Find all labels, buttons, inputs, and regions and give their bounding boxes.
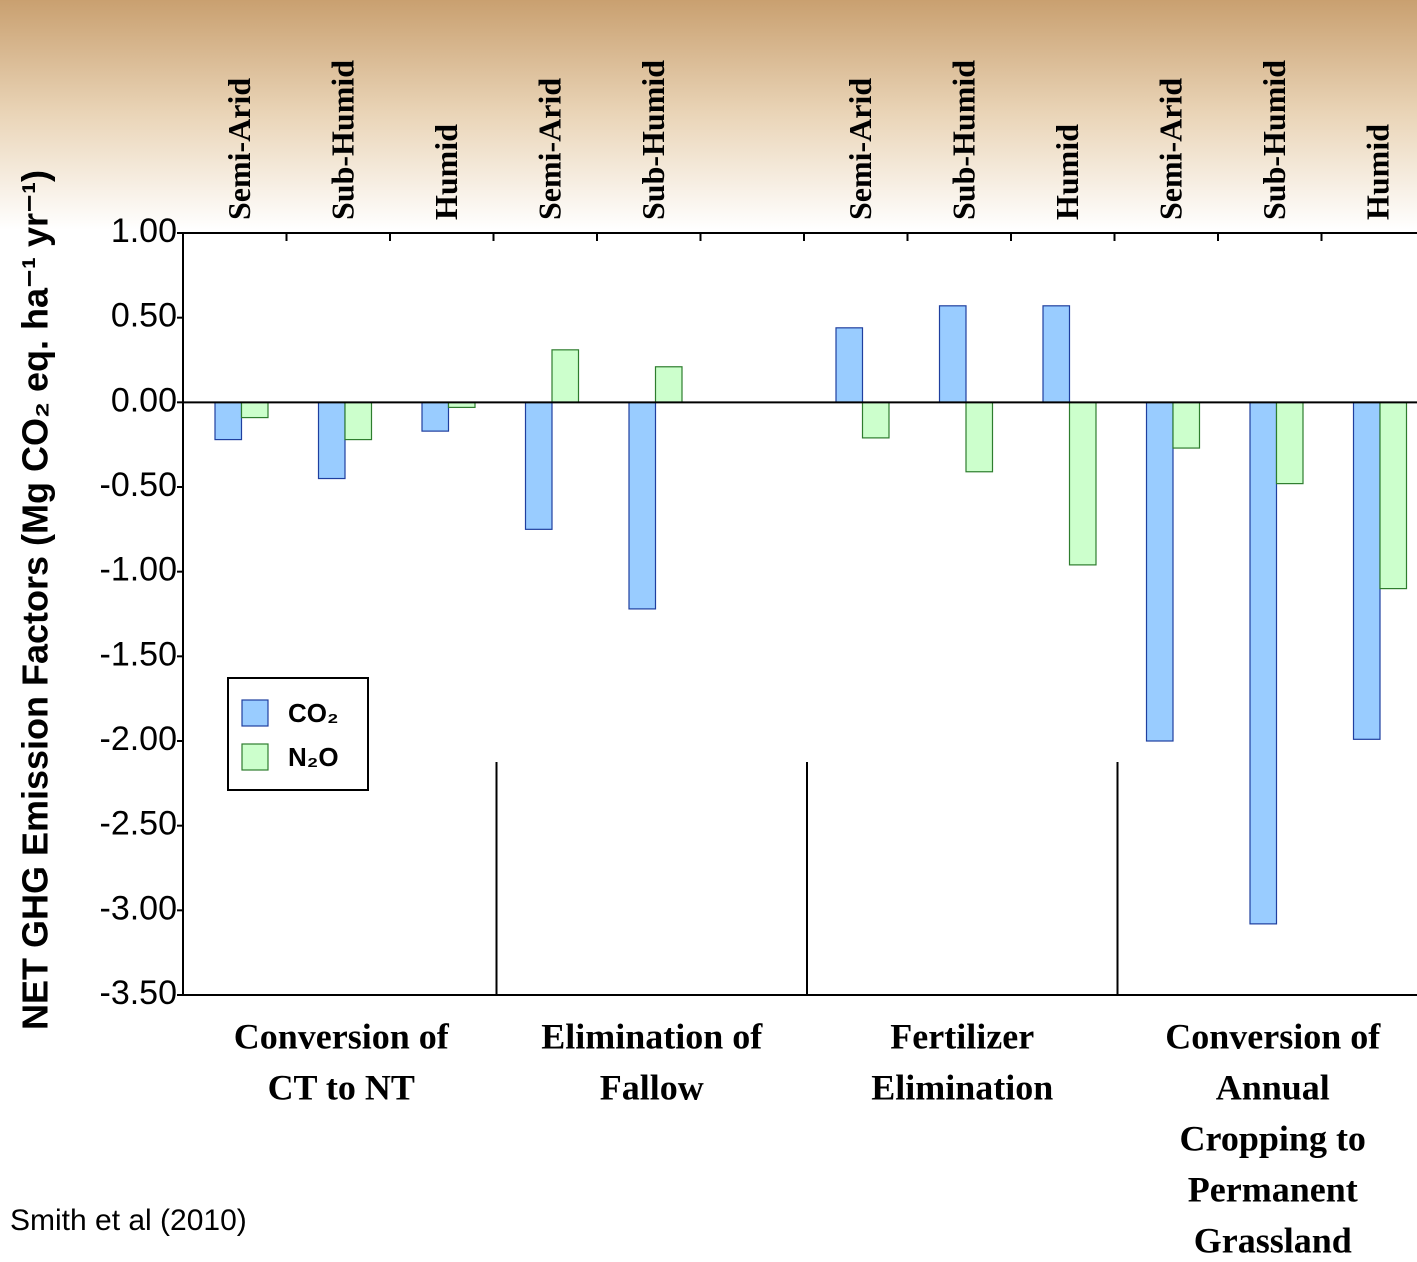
bar bbox=[1275, 401, 1304, 485]
bar bbox=[240, 401, 269, 419]
group-label: Elimination bbox=[871, 1067, 1053, 1107]
y-tick-label: -2.50 bbox=[100, 805, 178, 843]
bar bbox=[344, 401, 373, 441]
legend-label: CO₂ bbox=[288, 698, 339, 728]
bar bbox=[835, 327, 864, 403]
y-tick-label: 0.00 bbox=[111, 381, 177, 419]
y-tick-label: -2.00 bbox=[100, 720, 178, 758]
legend-label: N₂O bbox=[288, 742, 339, 772]
group-label: Grassland bbox=[1194, 1220, 1352, 1260]
y-tick-label: -3.50 bbox=[100, 974, 178, 1012]
bar bbox=[551, 349, 580, 403]
bar bbox=[1249, 401, 1278, 925]
category-label: Sub-Humid bbox=[325, 60, 361, 220]
bar bbox=[1042, 305, 1071, 403]
group-label: Fallow bbox=[600, 1067, 704, 1107]
bar bbox=[628, 401, 657, 610]
source: Smith et al (2010) bbox=[10, 1204, 247, 1237]
category-label: Humid bbox=[1360, 124, 1396, 220]
bar bbox=[524, 401, 553, 530]
bar bbox=[965, 401, 994, 473]
category-label: Semi-Arid bbox=[1153, 78, 1189, 220]
bar bbox=[214, 401, 243, 441]
group-label: Permanent bbox=[1188, 1169, 1358, 1209]
bar bbox=[938, 305, 967, 403]
y-tick-label: -3.00 bbox=[100, 889, 178, 927]
bar bbox=[317, 401, 346, 480]
y-tick-label: 1.00 bbox=[111, 212, 177, 250]
category-label: Semi-Arid bbox=[842, 78, 878, 220]
bar bbox=[1172, 401, 1201, 449]
group-label: CT to NT bbox=[268, 1067, 415, 1107]
bar bbox=[861, 401, 890, 439]
group-label: Annual bbox=[1216, 1067, 1330, 1107]
y-tick-label: -1.50 bbox=[100, 635, 178, 673]
category-label: Sub-Humid bbox=[635, 60, 671, 220]
bar bbox=[1352, 401, 1381, 740]
group-label: Elimination of bbox=[541, 1016, 763, 1056]
bar bbox=[1068, 401, 1097, 566]
header-background bbox=[0, 0, 1417, 230]
legend-swatch bbox=[241, 743, 269, 771]
legend-swatch bbox=[241, 699, 269, 727]
group-label: Conversion of bbox=[1165, 1016, 1381, 1056]
y-tick-label: -0.50 bbox=[100, 466, 178, 504]
category-label: Semi-Arid bbox=[221, 78, 257, 220]
category-label: Semi-Arid bbox=[532, 78, 568, 220]
group-label: Conversion of bbox=[234, 1016, 450, 1056]
y-tick-label: 0.50 bbox=[111, 297, 177, 335]
legend-box bbox=[227, 677, 369, 791]
bar bbox=[1145, 401, 1174, 742]
y-axis-label: NET GHG Emission Factors (Mg CO₂ eq. ha⁻… bbox=[15, 170, 56, 1030]
category-label: Humid bbox=[1049, 124, 1085, 220]
y-tick-label: -1.00 bbox=[100, 551, 178, 589]
group-label: Cropping to bbox=[1180, 1118, 1366, 1158]
category-label: Sub-Humid bbox=[946, 60, 982, 220]
category-label: Sub-Humid bbox=[1256, 60, 1292, 220]
category-label: Humid bbox=[428, 124, 464, 220]
bar bbox=[421, 401, 450, 432]
group-label: Fertilizer bbox=[890, 1016, 1034, 1056]
bar bbox=[654, 366, 683, 403]
bar bbox=[1379, 401, 1408, 590]
